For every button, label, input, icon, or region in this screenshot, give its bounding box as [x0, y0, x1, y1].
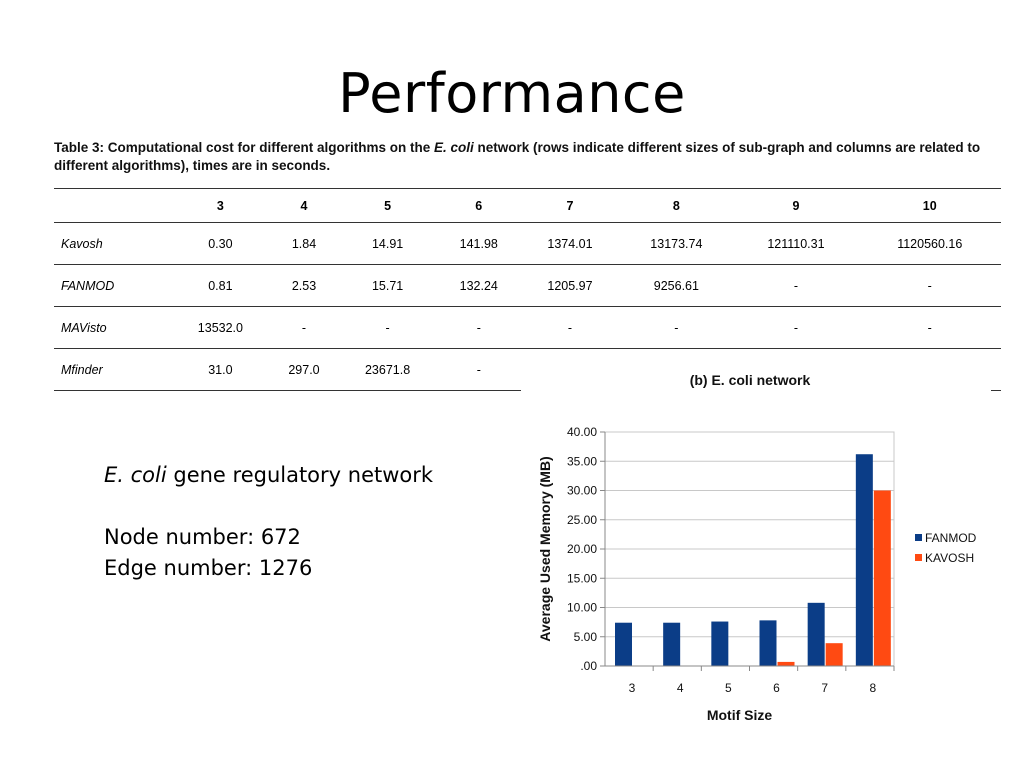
bar-fanmod-6	[759, 620, 777, 666]
chart-overlay-panel	[521, 350, 991, 392]
network-name-italic: E. coli	[104, 463, 167, 487]
table-cell: -	[269, 306, 339, 349]
x-tick-label: 7	[821, 681, 828, 695]
header-cell: 4	[269, 188, 339, 223]
table-cell: 0.81	[171, 264, 270, 307]
table-cell: 9256.61	[619, 264, 734, 307]
table-cell: -	[619, 306, 734, 349]
y-tick-label: 20.00	[567, 542, 597, 556]
bar-kavosh-8	[873, 490, 891, 666]
spacer	[104, 491, 433, 522]
table-cell: 141.98	[436, 222, 521, 265]
chart-legend: FANMOD KAVOSH	[915, 531, 977, 565]
header-cell: 3	[171, 188, 270, 223]
header-cell: 8	[619, 188, 734, 223]
caption-prefix: Table 3: Computational cost for differen…	[54, 140, 435, 155]
slide-title: Performance	[338, 62, 686, 125]
bar-fanmod-7	[807, 602, 825, 666]
network-name-rest: gene regulatory network	[166, 463, 434, 487]
table-header-row: 3 4 5 6 7 8 9 10	[54, 188, 1001, 223]
bar-layer	[615, 454, 891, 666]
table-cell: 13173.74	[619, 222, 734, 265]
header-cell: 6	[436, 188, 521, 223]
y-tick-label: 10.00	[567, 601, 597, 615]
y-tick-label: 35.00	[567, 454, 597, 468]
table-cell: -	[436, 306, 521, 349]
x-axis-label: Motif Size	[707, 707, 773, 723]
table-cell: 297.0	[269, 348, 339, 391]
axis-layer: .00 5.00 10.00 15.00 20.00 25.00 30.00 35.00 40.…	[567, 425, 895, 695]
table-cell: -	[520, 306, 620, 349]
table-cell: 1.84	[269, 222, 339, 265]
y-tick-label: 15.00	[567, 571, 597, 585]
table-row: MAVisto 13532.0 - - - - - - -	[54, 306, 1001, 349]
x-tick-label: 4	[677, 681, 684, 695]
y-tick-label: 40.00	[567, 425, 597, 439]
bar-fanmod-5	[711, 621, 729, 666]
table-cell: 1205.97	[520, 264, 620, 307]
table-cell: 1374.01	[520, 222, 620, 265]
caption-suffix: network (rows indicate different sizes o…	[54, 140, 981, 173]
edge-number: Edge number: 1276	[104, 556, 313, 580]
bar-kavosh-6	[777, 661, 795, 666]
table-cell: 23671.8	[338, 348, 437, 391]
table-cell: -	[733, 264, 859, 307]
memory-bar-chart: .00 5.00 10.00 15.00 20.00 25.00 30.00 35.00 40.…	[537, 425, 977, 723]
y-tick-label: 5.00	[574, 630, 598, 644]
y-axis-label: Average Used Memory (MB)	[537, 456, 553, 641]
table-cell: 0.30	[171, 222, 270, 265]
x-tick-label: 8	[869, 681, 876, 695]
table-row: Kavosh 0.30 1.84 14.91 141.98 1374.01 13…	[54, 222, 1001, 265]
table-caption: Table 3: Computational cost for differen…	[54, 139, 1004, 175]
chart-title: (b) E. coli network	[689, 372, 811, 388]
table-row: FANMOD 0.81 2.53 15.71 132.24 1205.97 92…	[54, 264, 1001, 307]
y-tick-label: 30.00	[567, 484, 597, 498]
bar-fanmod-4	[663, 622, 681, 666]
row-label: FANMOD	[54, 264, 171, 307]
table-cell: 121110.31	[733, 222, 859, 265]
table-cell: -	[858, 306, 1001, 349]
header-cell: 9	[733, 188, 859, 223]
row-label: Kavosh	[54, 222, 171, 265]
table-cell: 132.24	[436, 264, 521, 307]
table-cell: 13532.0	[171, 306, 270, 349]
row-label: Mfinder	[54, 348, 171, 391]
y-tick-label: .00	[580, 659, 597, 673]
node-number: Node number: 672	[104, 525, 301, 549]
bar-kavosh-7	[825, 643, 843, 666]
header-cell: 10	[858, 188, 1001, 223]
legend-label-kavosh: KAVOSH	[925, 551, 974, 565]
y-tick-label: 25.00	[567, 513, 597, 527]
table-cell: 2.53	[269, 264, 339, 307]
table-cell: -	[858, 264, 1001, 307]
header-cell: 7	[520, 188, 620, 223]
x-tick-label: 5	[725, 681, 732, 695]
x-tick-label: 3	[629, 681, 636, 695]
legend-swatch-kavosh	[915, 554, 922, 561]
bar-fanmod-3	[615, 622, 632, 666]
table-cell: 1120560.16	[858, 222, 1001, 265]
table-cell: 15.71	[338, 264, 437, 307]
grid-layer	[604, 431, 895, 667]
caption-italic: E. coli	[434, 140, 474, 155]
row-label: MAVisto	[54, 306, 171, 349]
table-cell: -	[733, 306, 859, 349]
header-cell	[54, 188, 171, 223]
table-cell: 14.91	[338, 222, 437, 265]
table-cell: 31.0	[171, 348, 270, 391]
bar-fanmod-8	[855, 454, 873, 666]
table-cell: -	[338, 306, 437, 349]
legend-label-fanmod: FANMOD	[925, 531, 977, 545]
network-info: E. coli gene regulatory network Node num…	[104, 460, 433, 584]
legend-swatch-fanmod	[915, 534, 922, 541]
table-rule-stub	[992, 390, 1000, 391]
network-name: E. coli gene regulatory network	[104, 460, 433, 491]
x-tick-label: 6	[773, 681, 780, 695]
header-cell: 5	[338, 188, 437, 223]
table-cell: -	[436, 348, 521, 391]
